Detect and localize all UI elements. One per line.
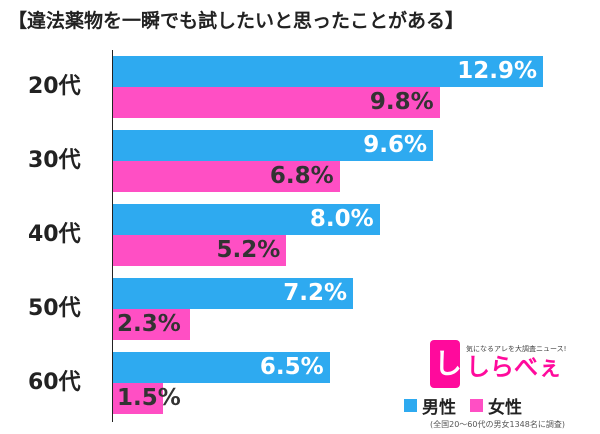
legend-item-male: 男性 — [404, 393, 456, 418]
category-label: 20代 — [28, 74, 81, 99]
logo-name: しらべぇ — [466, 353, 562, 381]
data-label-male: 8.0% — [309, 206, 374, 232]
category-label: 50代 — [28, 296, 81, 321]
legend-label-female: 女性 — [488, 398, 522, 418]
bar-male — [113, 352, 330, 383]
legend-item-female: 女性 — [470, 393, 522, 418]
logo-tag-char: し — [434, 347, 463, 380]
legend-swatch-male — [404, 399, 417, 412]
bar-female — [113, 383, 163, 414]
bar-female — [113, 161, 340, 192]
bar-male — [113, 130, 433, 161]
data-label-female: 5.2% — [216, 237, 281, 263]
data-label-female: 9.8% — [369, 89, 434, 115]
bar-female — [113, 309, 190, 340]
data-label-female: 1.5% — [117, 385, 181, 411]
legend-label-male: 男性 — [422, 398, 456, 418]
y-axis-line — [112, 50, 113, 422]
shirabee-logo: し 気になるアレを大調査ニュース! しらべぇ — [430, 340, 590, 388]
bar-male — [113, 278, 353, 309]
bar-male — [113, 204, 380, 235]
data-label-male: 12.9% — [457, 58, 537, 84]
data-label-male: 9.6% — [363, 132, 427, 158]
bar-male — [113, 56, 543, 87]
data-label-male: 6.5% — [259, 354, 324, 380]
survey-footnote: (全国20〜60代の男女1348名に調査) — [430, 420, 565, 429]
chart-title: 【違法薬物を一瞬でも試したいと思ったことがある】 — [8, 10, 465, 32]
category-label: 40代 — [28, 222, 81, 247]
data-label-female: 6.8% — [269, 163, 334, 189]
data-label-male: 7.2% — [283, 280, 347, 306]
category-label: 60代 — [28, 370, 81, 395]
data-label-female: 2.3% — [117, 311, 181, 337]
category-label: 30代 — [28, 148, 81, 173]
logo-tagline: 気になるアレを大調査ニュース! — [466, 345, 567, 353]
legend-swatch-female — [470, 399, 483, 412]
legend: 男性 女性 — [404, 393, 536, 418]
bar-female — [113, 87, 440, 118]
logo-tag-icon: し — [430, 340, 463, 388]
bar-female — [113, 235, 287, 266]
